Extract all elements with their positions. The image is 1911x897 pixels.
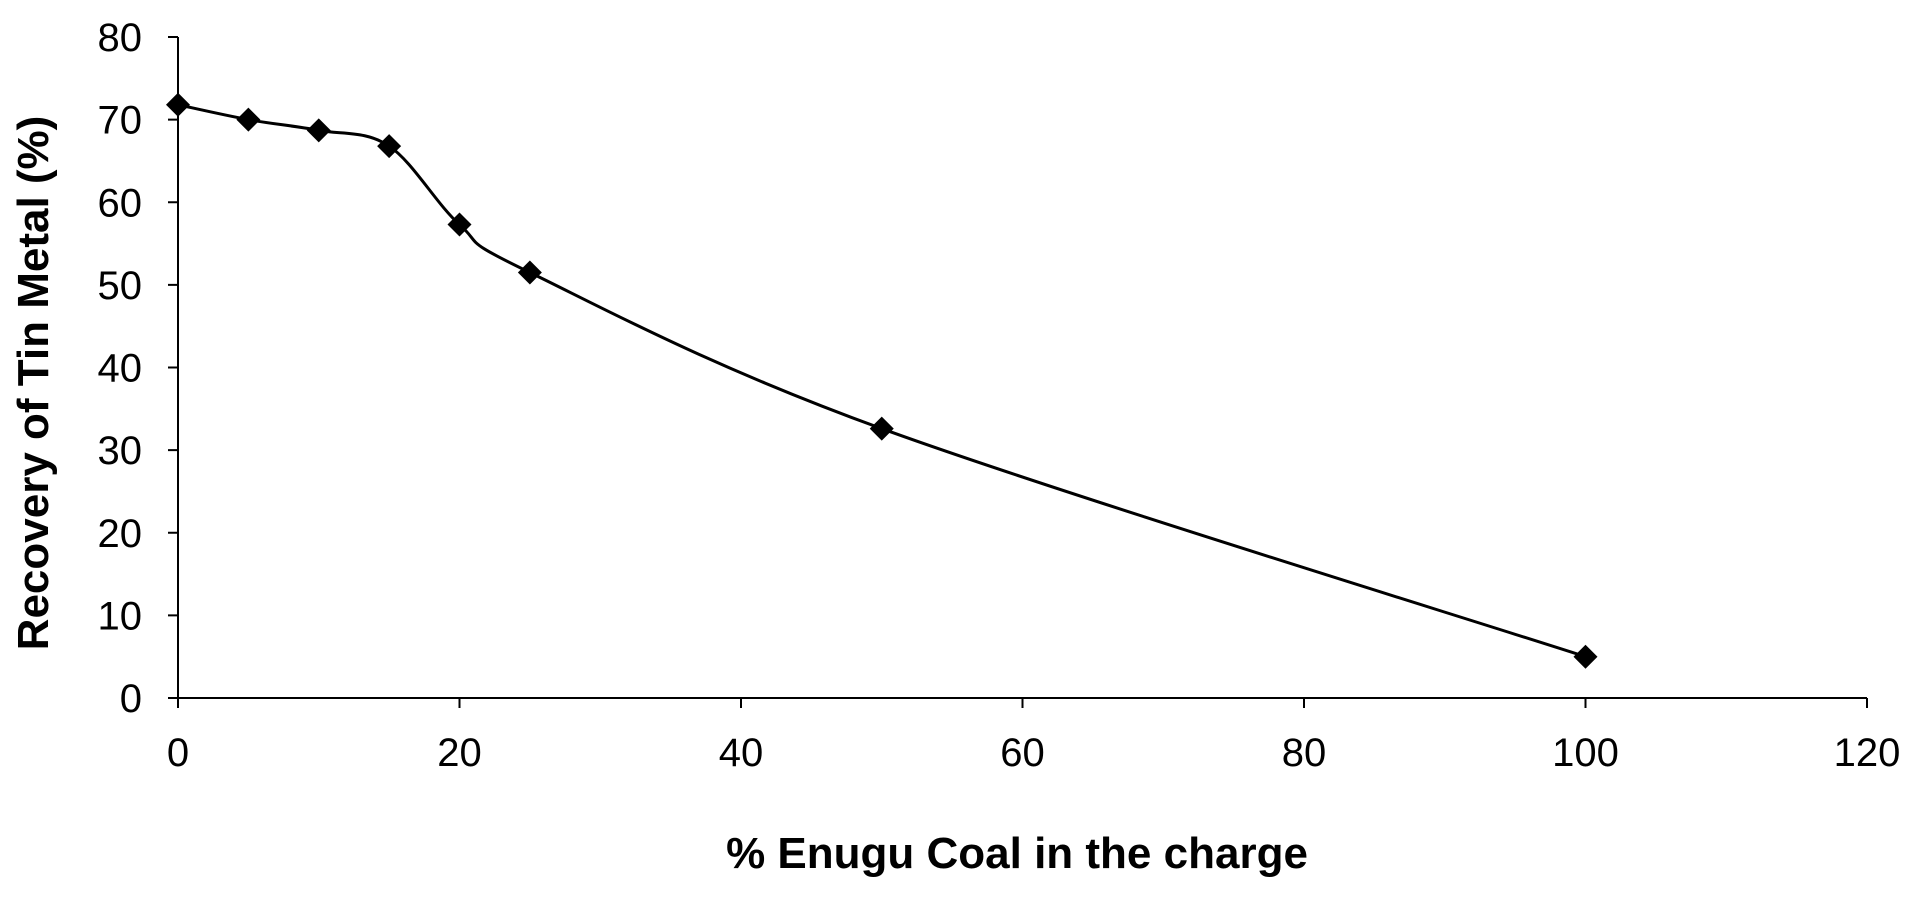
y-tick-label: 60	[98, 181, 143, 225]
data-point-marker	[447, 212, 472, 237]
x-axis-title: % Enugu Coal in the charge	[726, 829, 1308, 878]
x-axis-ticks: 0 20 40 60 80 100 120	[167, 698, 1901, 775]
data-point-marker	[377, 134, 402, 159]
x-tick-label: 100	[1552, 731, 1619, 775]
x-tick-label: 60	[1000, 731, 1045, 775]
y-tick-label: 40	[98, 347, 143, 391]
y-tick-label: 30	[98, 429, 143, 473]
x-tick-label: 40	[719, 731, 764, 775]
series-line	[177, 103, 1586, 659]
x-tick-label: 120	[1834, 731, 1901, 775]
axes: 0 10 20 30 40 50 60 70 80 0 20 40 60 80 100 120	[98, 16, 1901, 775]
data-point-marker	[517, 260, 542, 285]
series-layer	[166, 92, 1598, 669]
data-point-marker	[166, 92, 190, 117]
y-tick-label: 20	[98, 512, 143, 556]
data-point-marker	[1573, 644, 1598, 669]
y-axis-title: Recovery of Tin Metal (%)	[9, 116, 58, 651]
y-axis-ticks: 0 10 20 30 40 50 60 70 80	[98, 16, 178, 721]
y-tick-label: 50	[98, 264, 143, 308]
y-tick-label: 0	[120, 677, 142, 721]
y-tick-label: 10	[98, 594, 143, 638]
x-tick-label: 0	[167, 731, 189, 775]
y-tick-label: 80	[98, 16, 143, 60]
data-point-marker	[306, 118, 331, 143]
x-tick-label: 20	[437, 731, 482, 775]
y-tick-label: 70	[98, 99, 143, 143]
x-tick-label: 80	[1282, 731, 1327, 775]
data-point-marker	[236, 107, 261, 132]
data-point-marker	[869, 416, 894, 441]
